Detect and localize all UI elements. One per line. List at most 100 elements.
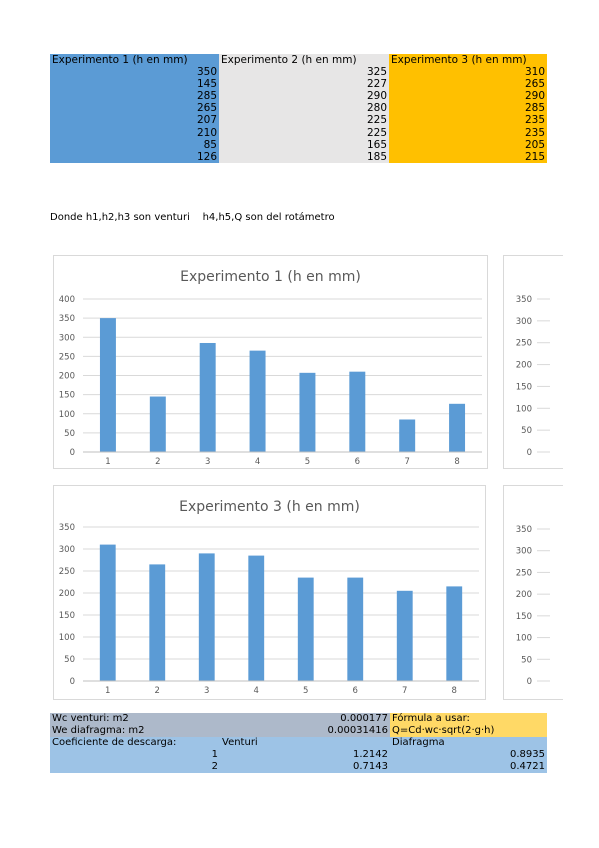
bar [99, 318, 116, 452]
cell-exp2: 165 [219, 138, 389, 151]
coef-label: Coeficiente de descarga: [52, 737, 177, 748]
bar [349, 371, 366, 452]
formula-text: Q=Cd·wc·sqrt(2·g·h) [390, 725, 547, 737]
y-tick-label: 300 [516, 317, 532, 327]
y-tick-label: 350 [516, 525, 532, 535]
cell-exp1: 285 [50, 90, 219, 103]
cell-exp1: 85 [50, 138, 219, 151]
chart-experimento-3[interactable]: Experimento 3 (h en mm) 0 50 100 150 200 250 3… [53, 485, 486, 700]
diafragma-value: 0.8935 [510, 749, 545, 760]
y-tick-label: 150 [59, 391, 75, 401]
bar [347, 577, 364, 681]
y-tick-label: 250 [59, 567, 75, 577]
table-row: 85 165 205 [50, 138, 547, 151]
cell-exp3: 235 [389, 114, 547, 127]
y-tick-label: 50 [64, 429, 75, 439]
partial-chart-bottom-plot: 0 50 100 150 200 250 300 350 [516, 525, 550, 687]
y-tick-label: 100 [59, 410, 75, 420]
y-tick-label: 200 [59, 589, 75, 599]
diafragma-value: 0.4721 [510, 761, 545, 772]
table-row: Coeficiente de descarga: Venturi Diafrag… [50, 737, 547, 749]
we-label: We diafragma: m2 [50, 725, 228, 737]
x-tick-label: 1 [105, 686, 110, 696]
chart-partial-bottom[interactable]: 0 50 100 150 200 250 300 350 [503, 485, 563, 700]
y-tick-label: 250 [516, 568, 532, 578]
cell-exp2: 290 [219, 90, 389, 103]
cell-exp1: 265 [50, 102, 219, 115]
y-tick-label: 50 [521, 655, 532, 665]
x-tick-label: 3 [204, 686, 209, 696]
y-tick-label: 0 [70, 448, 75, 458]
coef-row-number: 2 [211, 761, 218, 772]
cell-exp2: 225 [219, 114, 389, 127]
cell-exp3: 290 [389, 90, 547, 103]
cell-exp1: 210 [50, 126, 219, 139]
bar [149, 396, 166, 452]
cell-exp1: 207 [50, 114, 219, 127]
header-exp3: Experimento 3 (h en mm) [389, 54, 547, 67]
venturi-value: 0.7143 [353, 761, 388, 772]
y-tick-label: 150 [516, 382, 532, 392]
bar [399, 419, 416, 452]
chart-3-plot: 0 50 100 150 200 250 300 350 1 2 3 4 5 6 7 8 [59, 523, 479, 696]
y-tick-label: 350 [516, 295, 532, 305]
cell-exp2: 280 [219, 102, 389, 115]
partial-chart-top-plot: 0 50 100 150 200 250 300 350 [516, 295, 550, 458]
x-tick-label: 4 [254, 686, 259, 696]
cell-exp3: 265 [389, 78, 547, 91]
y-tick-label: 100 [516, 634, 532, 644]
table-row: 2 0.7143 0.4721 [50, 761, 547, 773]
note-text: Donde h1,h2,h3 son venturi h4,h5,Q son d… [50, 212, 335, 223]
table-header-row: Experimento 1 (h en mm) Experimento 2 (h… [50, 54, 547, 67]
y-tick-label: 300 [59, 545, 75, 555]
cell-exp3: 235 [389, 126, 547, 139]
cell-exp2: 325 [219, 66, 389, 79]
bar [99, 544, 116, 681]
cell-exp2: 225 [219, 126, 389, 139]
bar [396, 590, 413, 681]
data-table: Experimento 1 (h en mm) Experimento 2 (h… [50, 54, 547, 163]
we-value: 0.00031416 [228, 725, 390, 737]
formula-label: Fórmula a usar: [390, 713, 547, 725]
chart-1-plot: 0 50 100 150 200 250 300 350 400 1 2 3 4 5 6 7 8 [59, 295, 482, 467]
cell-exp1: 126 [50, 150, 219, 163]
table-row: We diafragma: m2 0.00031416 Q=Cd·wc·sqrt… [50, 725, 547, 737]
x-tick-label: 5 [305, 457, 310, 467]
y-tick-label: 400 [59, 295, 75, 305]
table-row: 265 280 285 [50, 102, 547, 115]
bar [198, 553, 215, 681]
y-tick-label: 200 [516, 361, 532, 371]
table-row: 350 325 310 [50, 66, 547, 79]
y-tick-label: 100 [59, 633, 75, 643]
table-row: 126 185 215 [50, 150, 547, 163]
wc-value: 0.000177 [228, 713, 390, 725]
y-tick-label: 50 [64, 655, 75, 665]
y-tick-label: 200 [516, 590, 532, 600]
x-tick-label: 4 [255, 457, 260, 467]
x-tick-label: 6 [355, 457, 360, 467]
x-tick-label: 8 [454, 457, 459, 467]
y-tick-label: 50 [521, 426, 532, 436]
chart-experimento-1[interactable]: Experimento 1 (h en mm) 0 50 100 150 200 250 3… [53, 255, 488, 469]
x-tick-label: 8 [452, 686, 457, 696]
cell-exp1: 350 [50, 66, 219, 79]
x-tick-label: 2 [155, 457, 160, 467]
cell-exp2: 227 [219, 78, 389, 91]
diafragma-label: Diafragma [392, 737, 445, 748]
bar [248, 555, 265, 681]
y-tick-label: 0 [527, 448, 532, 458]
bar [299, 372, 316, 452]
chart-experimento-2-partial[interactable]: 0 50 100 150 200 250 300 350 [503, 255, 563, 469]
y-tick-label: 350 [59, 314, 75, 324]
bar [149, 564, 166, 681]
coefficients-table: Wc venturi: m2 0.000177 Fórmula a usar: … [50, 713, 547, 773]
y-tick-label: 0 [70, 677, 75, 687]
table-row: 210 225 235 [50, 126, 547, 139]
y-tick-label: 250 [516, 339, 532, 349]
cell-exp3: 215 [389, 150, 547, 163]
y-tick-label: 200 [59, 372, 75, 382]
bar [199, 342, 216, 452]
table-row: 1 1.2142 0.8935 [50, 749, 547, 761]
bar [446, 586, 463, 681]
venturi-value: 1.2142 [353, 749, 388, 760]
